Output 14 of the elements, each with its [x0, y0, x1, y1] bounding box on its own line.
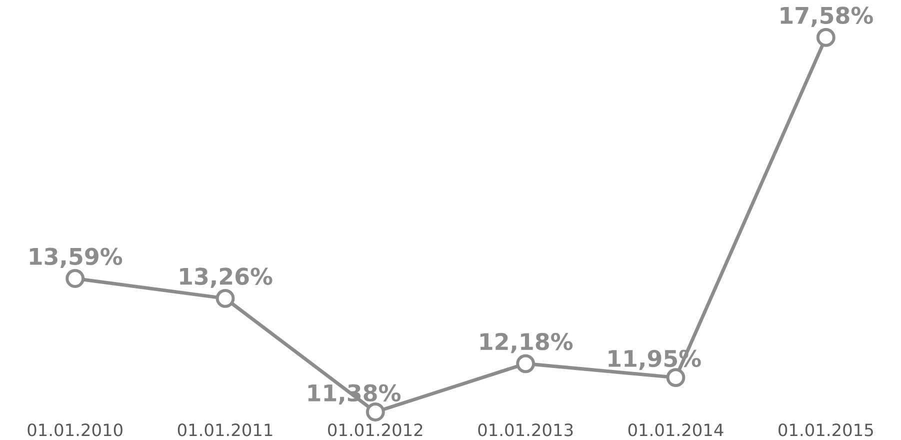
- x-tick-label: 01.01.2014: [628, 424, 724, 436]
- x-tick-label: 01.01.2012: [328, 424, 422, 436]
- data-label: 17,58%: [780, 6, 873, 28]
- x-tick-label: 01.01.2013: [478, 424, 573, 436]
- x-tick-label: 01.01.2010: [28, 424, 122, 436]
- x-tick-label: 01.01.2015: [778, 424, 873, 436]
- point: [216, 289, 235, 308]
- point: [516, 354, 536, 374]
- data-label: 12,18%: [480, 333, 573, 354]
- point: [66, 269, 85, 288]
- data-label: 13,26%: [180, 268, 272, 288]
- x-tick-label: 01.01.2011: [178, 424, 272, 436]
- data-label: 13,59%: [30, 248, 122, 268]
- point: [816, 28, 836, 48]
